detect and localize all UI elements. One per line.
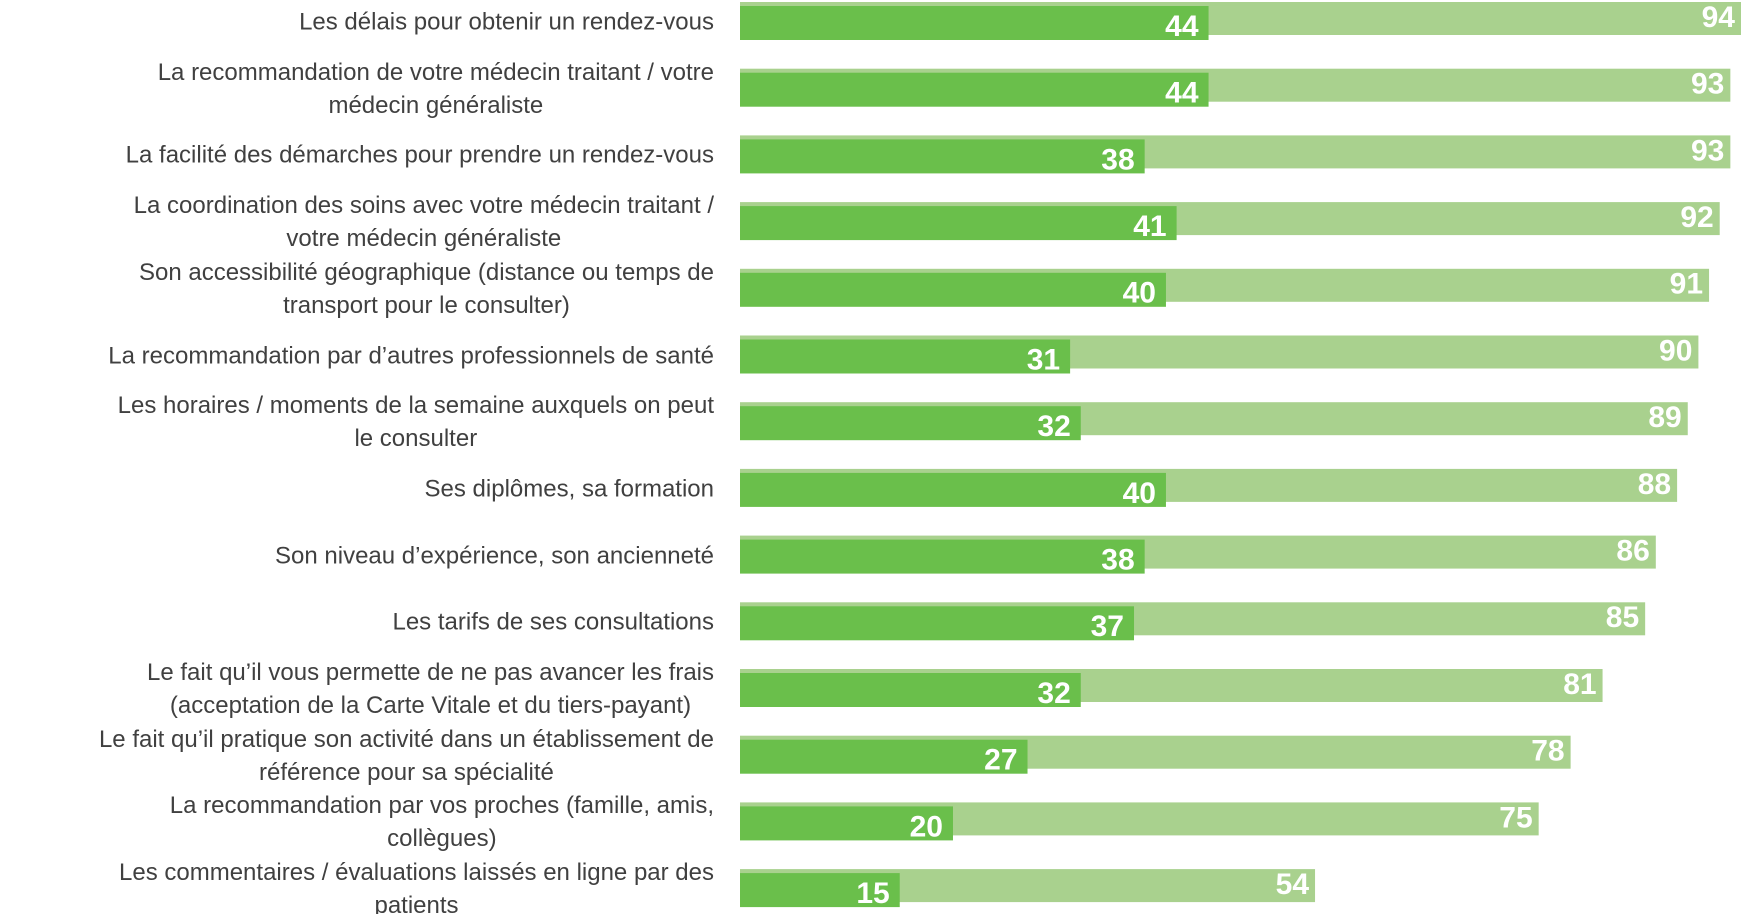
value-label: 90 (1659, 334, 1692, 367)
bar (740, 72, 1209, 107)
bar (740, 272, 1166, 307)
bar (740, 406, 1081, 441)
value-label: 92 (1680, 201, 1713, 234)
category-label: Les commentaires / évaluations laissés e… (119, 856, 714, 914)
value-label: 32 (1037, 677, 1070, 710)
category-line: Ses diplômes, sa formation (424, 475, 714, 503)
bar (740, 739, 1028, 774)
value-label: 93 (1691, 134, 1724, 167)
value-label: 86 (1616, 535, 1649, 568)
category-line: Les tarifs de ses consultations (392, 608, 714, 636)
value-label: 32 (1037, 410, 1070, 443)
value-label: 27 (984, 744, 1017, 777)
value-label: 38 (1101, 143, 1134, 176)
bar (740, 339, 1071, 374)
value-label: 40 (1123, 477, 1156, 510)
value-label: 44 (1165, 10, 1199, 43)
category-line: Les horaires / moments de la semaine aux… (117, 392, 714, 420)
category-line: le consulter (354, 425, 478, 453)
category-label: Le fait qu’il vous permette de ne pas av… (147, 656, 714, 722)
category-line: La recommandation par d’autres professio… (108, 342, 714, 369)
value-label: 78 (1531, 735, 1564, 768)
bar (740, 472, 1166, 507)
category-line: (acceptation de la Carte Vitale et du ti… (169, 692, 692, 719)
value-label: 41 (1133, 210, 1166, 243)
category-label: Ses diplômes, sa formation (425, 472, 714, 505)
bar (740, 806, 953, 841)
category-line: Le fait qu’il vous permette de ne pas av… (147, 659, 714, 686)
value-label: 88 (1638, 468, 1671, 501)
category-line: patients (374, 892, 459, 914)
value-label: 37 (1091, 610, 1124, 643)
category-line: votre médecin généraliste (286, 225, 562, 253)
category-label: La coordination des soins avec votre méd… (134, 189, 714, 255)
value-label: 40 (1123, 277, 1156, 310)
value-label: 54 (1276, 868, 1310, 901)
value-label: 31 (1027, 343, 1060, 376)
category-label: La facilité des démarches pour prendre u… (126, 139, 714, 172)
bar (740, 6, 1209, 40)
bar (740, 139, 1145, 174)
category-line: La coordination des soins avec votre méd… (133, 192, 714, 220)
value-label: 89 (1648, 401, 1681, 434)
category-label: Les tarifs de ses consultations (392, 606, 714, 639)
value-label: 75 (1499, 801, 1532, 834)
category-line: Son niveau d’expérience, son ancienneté (275, 542, 714, 570)
bar (740, 539, 1145, 574)
category-label: La recommandation par vos proches (famil… (170, 789, 714, 855)
category-line: La recommandation par vos proches (famil… (169, 792, 714, 820)
value-label: 15 (856, 877, 889, 910)
category-line: La facilité des démarches pour prendre u… (125, 141, 714, 169)
category-label: La recommandation par d’autres professio… (108, 339, 714, 372)
category-line: Les commentaires / évaluations laissés e… (119, 859, 714, 887)
bar (740, 206, 1177, 241)
bar (740, 873, 900, 908)
value-label: 85 (1606, 601, 1639, 634)
category-label: Le fait qu’il pratique son activité dans… (99, 723, 714, 789)
value-label: 93 (1691, 68, 1724, 101)
value-label: 91 (1670, 268, 1703, 301)
category-line: référence pour sa spécialité (259, 758, 554, 786)
category-line: Son accessibilité géographique (distance… (138, 258, 714, 286)
category-label: La recommandation de votre médecin trait… (158, 56, 714, 122)
category-label: Son accessibilité géographique (distance… (139, 256, 714, 322)
category-line: médecin généraliste (328, 91, 544, 119)
value-label: 20 (910, 810, 943, 843)
category-line: Le fait qu’il pratique son activité dans… (98, 725, 714, 753)
value-label: 81 (1563, 668, 1596, 701)
value-label: 94 (1702, 1, 1736, 34)
category-label: Son niveau d’expérience, son ancienneté (275, 539, 714, 572)
category-line: collègues) (387, 825, 497, 853)
category-line: transport pour le consulter) (283, 291, 570, 319)
value-label: 44 (1165, 77, 1199, 110)
category-line: Les délais pour obtenir un rendez-vous (299, 8, 714, 36)
category-label: Les horaires / moments de la semaine aux… (118, 389, 714, 455)
value-label: 38 (1101, 544, 1134, 577)
bar (740, 673, 1081, 707)
category-label: Les délais pour obtenir un rendez-vous (299, 6, 714, 39)
bar (740, 606, 1135, 641)
category-line: La recommandation de votre médecin trait… (157, 58, 714, 86)
